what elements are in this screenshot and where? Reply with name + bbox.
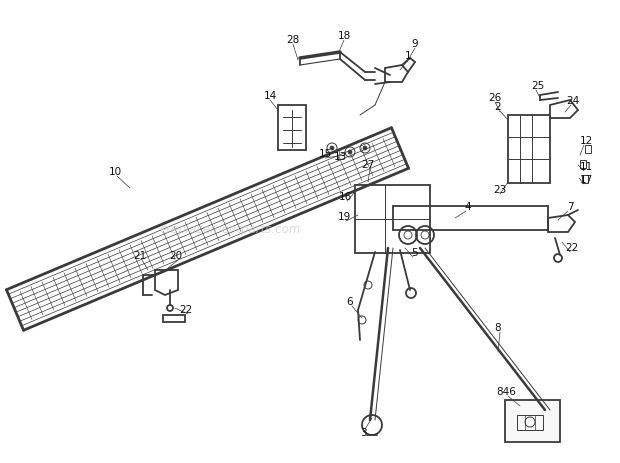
Text: ereplacementparts.com: ereplacementparts.com bbox=[159, 224, 301, 237]
Text: 13: 13 bbox=[334, 152, 347, 162]
Bar bbox=[585, 145, 591, 153]
Text: 3: 3 bbox=[360, 428, 366, 438]
Text: 16: 16 bbox=[339, 192, 352, 202]
Text: 25: 25 bbox=[531, 81, 544, 91]
Circle shape bbox=[363, 146, 367, 150]
Text: 1: 1 bbox=[405, 51, 411, 61]
Text: 24: 24 bbox=[567, 96, 580, 106]
Text: 21: 21 bbox=[133, 251, 146, 261]
Text: 15: 15 bbox=[319, 149, 332, 159]
Text: 846: 846 bbox=[496, 387, 516, 397]
Circle shape bbox=[348, 150, 352, 154]
Bar bbox=[505, 400, 560, 442]
Text: 22: 22 bbox=[565, 243, 578, 253]
Bar bbox=[355, 185, 430, 253]
Bar bbox=[582, 175, 588, 183]
Text: 14: 14 bbox=[264, 91, 277, 101]
Circle shape bbox=[330, 146, 334, 150]
Text: 19: 19 bbox=[337, 212, 351, 222]
Text: 10: 10 bbox=[108, 167, 122, 177]
Text: 26: 26 bbox=[489, 93, 502, 103]
Text: 20: 20 bbox=[169, 251, 182, 261]
Text: 7: 7 bbox=[567, 202, 574, 212]
Text: 17: 17 bbox=[579, 175, 593, 185]
Text: 27: 27 bbox=[361, 160, 374, 170]
Text: 4: 4 bbox=[464, 202, 471, 212]
Bar bbox=[580, 160, 586, 168]
Bar bbox=[278, 105, 306, 150]
Text: 6: 6 bbox=[347, 297, 353, 307]
Text: 12: 12 bbox=[579, 136, 593, 146]
Text: 28: 28 bbox=[286, 35, 299, 45]
Bar bbox=[508, 115, 550, 183]
Text: 18: 18 bbox=[337, 31, 351, 41]
Text: 8: 8 bbox=[495, 323, 502, 333]
Text: 5: 5 bbox=[412, 248, 418, 258]
Text: 23: 23 bbox=[494, 185, 507, 195]
Text: 22: 22 bbox=[179, 305, 193, 315]
Text: 11: 11 bbox=[579, 162, 593, 172]
Text: 9: 9 bbox=[412, 39, 418, 49]
Text: 2: 2 bbox=[495, 102, 502, 112]
Bar bbox=[163, 315, 185, 322]
